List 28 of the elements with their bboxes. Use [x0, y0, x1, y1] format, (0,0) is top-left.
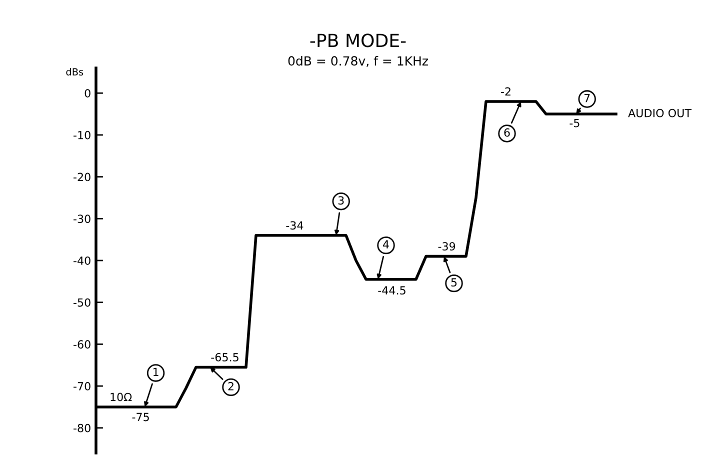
y-tick-label: -10 — [74, 130, 90, 140]
annotation: AUDIO OUT — [628, 108, 692, 118]
annotation: 2 — [228, 382, 234, 390]
y-tick-label: -30 — [74, 214, 90, 224]
y-tick-label: -40 — [74, 256, 90, 265]
y-tick-label: 0 — [84, 89, 90, 98]
annotation: -5 — [570, 119, 580, 128]
annotation: -65.5 — [211, 353, 238, 362]
y-tick-label: -50 — [74, 298, 90, 307]
annotation: -34 — [286, 221, 304, 230]
annotation: 1 — [153, 368, 158, 376]
y-tick-label: -70 — [74, 382, 90, 390]
y-tick-label: -60 — [74, 340, 90, 349]
chart-subtitle: 0dB = 0.78v, f = 1KHz — [288, 56, 428, 67]
y-axis-title: dBs — [66, 68, 84, 76]
annotation: -75 — [132, 412, 149, 422]
annotation: 7 — [584, 94, 590, 102]
annotation: 5 — [451, 278, 457, 287]
y-tick-label: -20 — [74, 172, 90, 182]
annotation: 10Ω — [110, 392, 132, 402]
y-tick-label: -80 — [74, 424, 90, 432]
annotation: -44.5 — [378, 286, 406, 295]
chart-title: -PB MODE- — [310, 34, 406, 48]
annotation: 6 — [504, 128, 510, 137]
annotation: 3 — [338, 196, 344, 205]
annotation: 4 — [383, 240, 389, 248]
annotation: -2 — [501, 87, 510, 96]
annotation: -39 — [438, 242, 456, 251]
